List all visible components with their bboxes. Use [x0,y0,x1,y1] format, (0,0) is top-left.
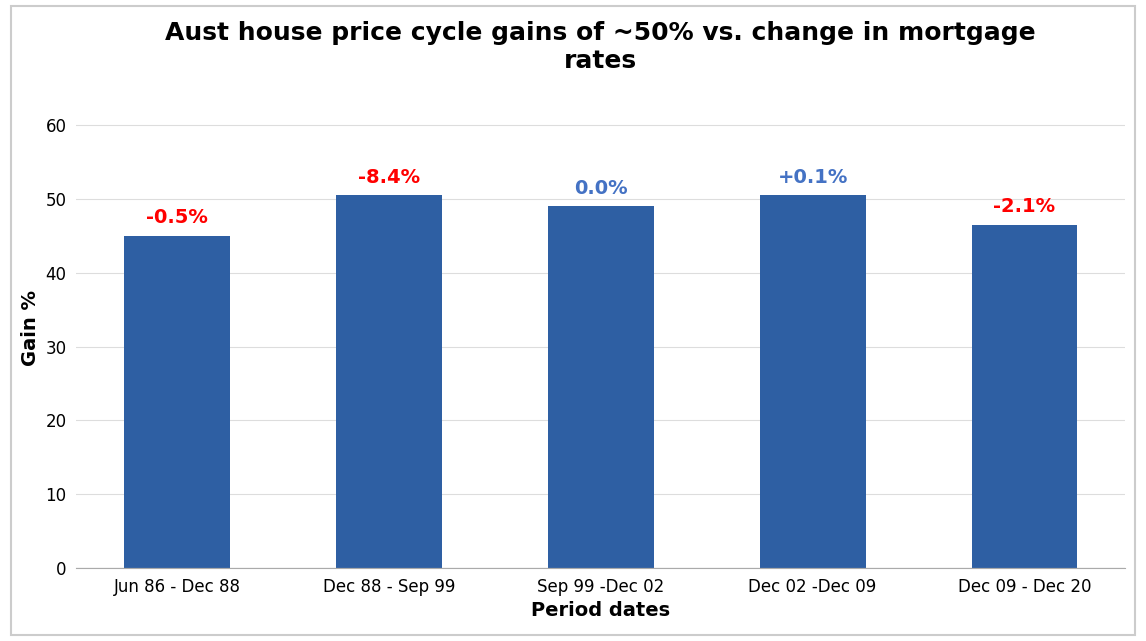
Bar [760,196,865,568]
Text: 0.0%: 0.0% [574,179,628,197]
Bar [336,196,441,568]
X-axis label: Period dates: Period dates [531,601,670,620]
Bar [972,225,1077,568]
Text: +0.1%: +0.1% [777,167,848,187]
Text: -8.4%: -8.4% [358,167,419,187]
Bar [124,236,230,568]
Y-axis label: Gain %: Gain % [21,290,40,366]
Title: Aust house price cycle gains of ~50% vs. change in mortgage
rates: Aust house price cycle gains of ~50% vs.… [165,21,1036,72]
Text: -2.1%: -2.1% [994,197,1055,216]
Bar [548,206,653,568]
Text: -0.5%: -0.5% [146,208,207,227]
